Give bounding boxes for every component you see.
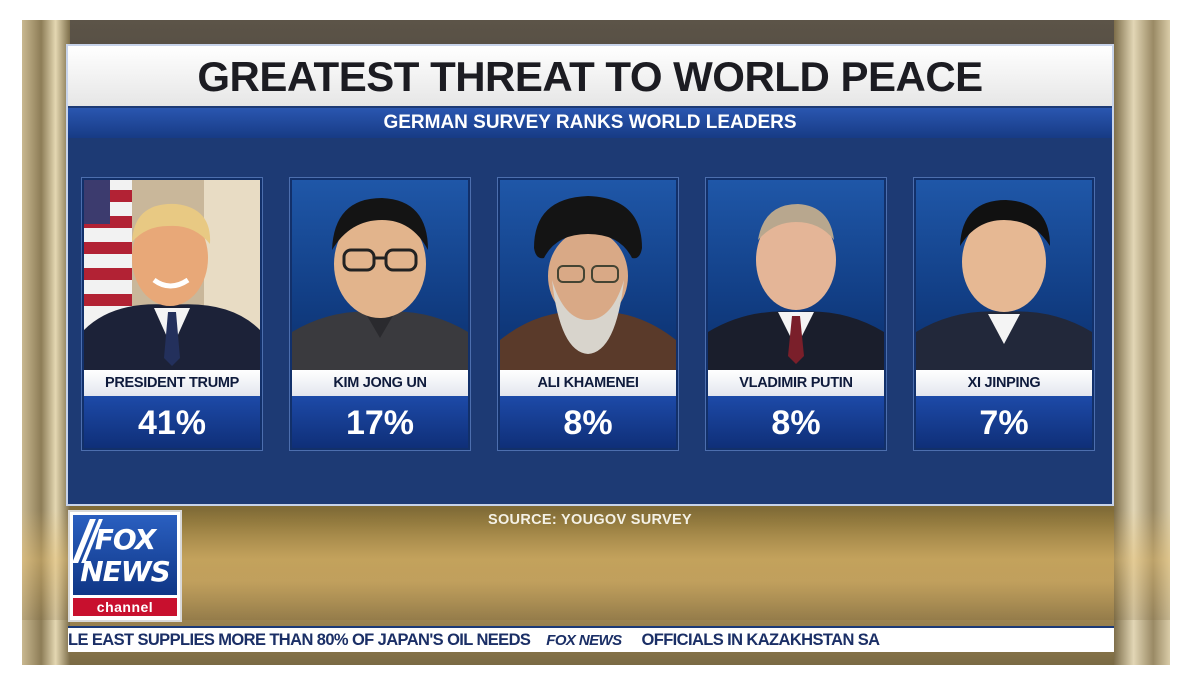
leader-photo-xi [916,180,1092,370]
leader-card-xi: XI JINPING 7% [914,178,1094,450]
leader-card-trump: PRESIDENT TRUMP 41% [82,178,262,450]
ticker-brand: FOX NEWS [546,632,622,649]
graphic-subtitle: GERMAN SURVEY RANKS WORLD LEADERS [68,108,1112,138]
survey-graphic-panel: GREATEST THREAT TO WORLD PEACE GERMAN SU… [68,46,1112,504]
leader-name: VLADIMIR PUTIN [708,370,884,396]
fox-news-logo: FOX NEWS channel [68,510,182,622]
leader-percent: 7% [916,396,1092,448]
ticker-right-headline: OFFICIALS IN KAZAKHSTAN SA [641,631,880,649]
studio-pillar-right [1114,20,1170,665]
leader-name: KIM JONG UN [292,370,468,396]
logo-channel-text: channel [73,598,177,616]
leader-card-kim: KIM JONG UN 17% [290,178,470,450]
leader-name: ALI KHAMENEI [500,370,676,396]
source-label: SOURCE: YOUGOV SURVEY [488,512,692,528]
fox-news-logo-box: FOX NEWS [72,515,177,595]
flag-icon [84,180,132,330]
studio-floor-glow [22,510,1170,620]
leader-name: PRESIDENT TRUMP [84,370,260,396]
studio-pillar-left [22,20,70,665]
leader-card-khamenei: ALI KHAMENEI 8% [498,178,678,450]
leader-photo-putin [708,180,884,370]
ticker-left-headline: LE EAST SUPPLIES MORE THAN 80% OF JAPAN'… [68,631,531,649]
logo-news-text: NEWS [80,555,171,588]
leader-photo-khamenei [500,180,676,370]
leader-cards: PRESIDENT TRUMP 41% KIM JONG UN 17% [82,178,1102,454]
leader-photo-kim [292,180,468,370]
leader-percent: 41% [84,396,260,448]
leader-photo-trump [84,180,260,370]
logo-fox-text: FOX [94,523,157,556]
leader-card-putin: VLADIMIR PUTIN 8% [706,178,886,450]
leader-percent: 17% [292,396,468,448]
leader-percent: 8% [708,396,884,448]
leader-percent: 8% [500,396,676,448]
news-ticker: LE EAST SUPPLIES MORE THAN 80% OF JAPAN'… [68,626,1114,652]
leader-name: XI JINPING [916,370,1092,396]
graphic-title: GREATEST THREAT TO WORLD PEACE [68,46,1112,106]
